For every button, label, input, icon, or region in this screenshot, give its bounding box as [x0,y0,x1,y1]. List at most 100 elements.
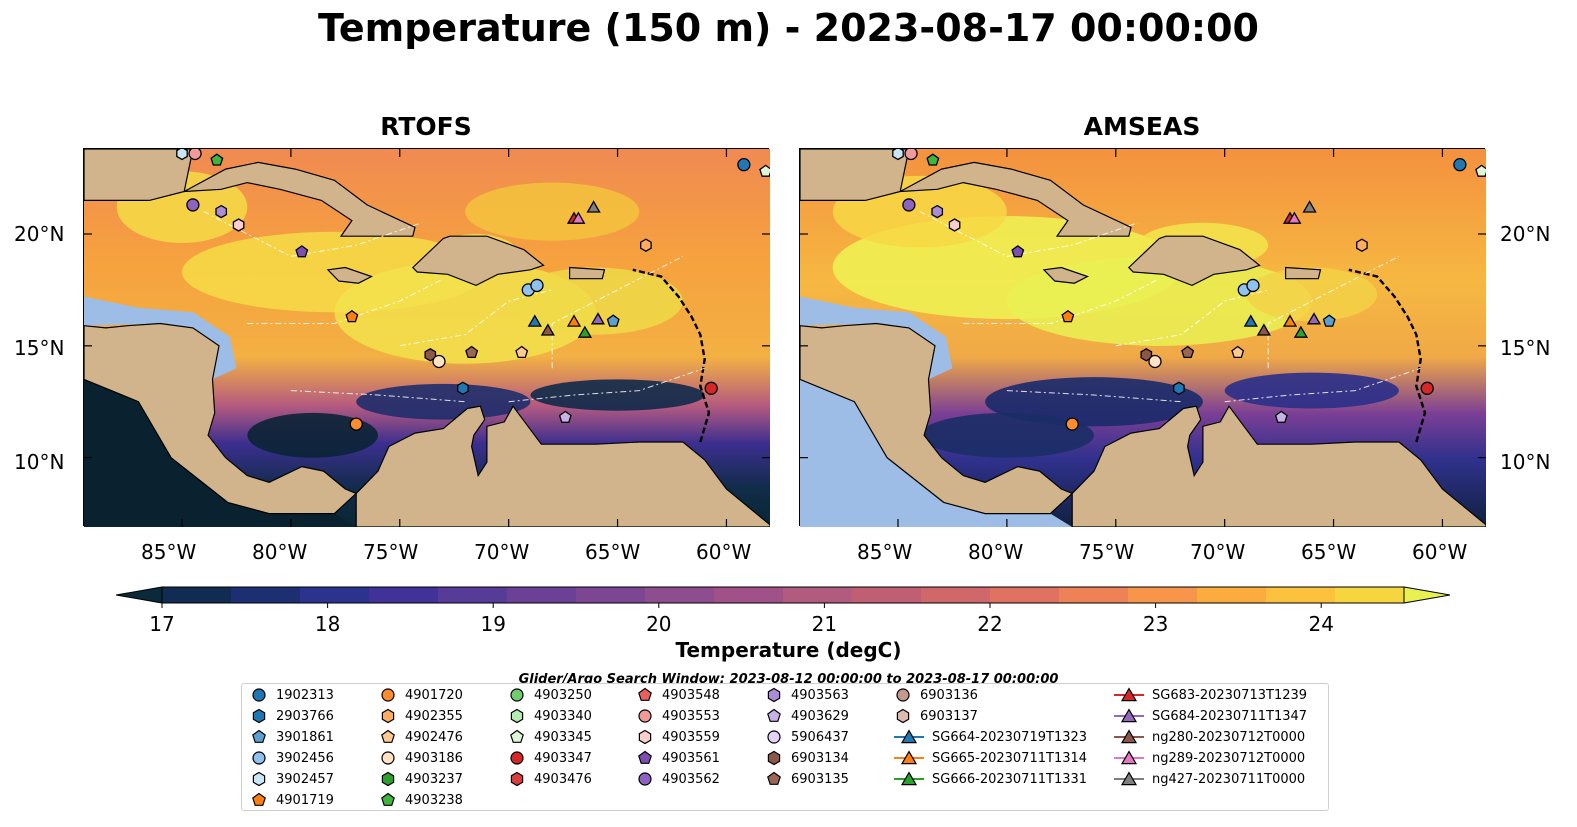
obs-marker-4903238 [926,153,940,166]
obs-marker-SG665-20230711T1314 [566,314,582,327]
legend-label: 6903135 [791,771,849,787]
legend-item-4903629: 4903629 [765,706,849,726]
obs-marker-4903559 [232,218,245,232]
colorbar-segment [783,587,853,603]
colorbar-segment [1266,587,1336,603]
obs-marker-2903766 [457,381,469,396]
obs-marker-4903347 [1420,381,1434,395]
colorbar-tick-label: 23 [1143,612,1168,636]
legend-item-4903561: 4903561 [636,748,720,768]
hexagon-marker-icon [767,750,781,766]
legend-label: 4903250 [534,687,592,703]
legend-label: ng280-20230712T0000 [1152,729,1306,745]
obs-marker-4901719 [345,309,359,323]
circle-marker-icon [510,751,524,765]
legend-item-4902355: 4902355 [379,706,463,726]
legend-label: 4903186 [405,750,463,766]
legend-label: 6903134 [791,750,849,766]
legend-label: 6903136 [920,687,978,703]
legend-item-3902457: 3902457 [250,769,334,789]
obs-marker-4903561 [295,245,309,258]
pentagon-marker-icon [510,729,524,743]
colorbar-tick-label: 21 [812,612,837,636]
legend-label: 2903766 [276,708,334,724]
map-panel-rtofs [83,148,770,527]
lat-tick-left-15: 15°N [14,336,65,360]
legend-item-3902456: 3902456 [250,748,334,768]
legend-label: 4903238 [405,792,463,808]
hexagon-marker-icon [252,771,266,787]
hexagon-marker-icon [638,729,652,745]
obs-marker-1902313 [1453,158,1467,172]
obs-marker-3902456 [530,278,544,293]
obs-marker-4902476 [515,345,529,359]
obs-marker-3902456 [1246,278,1260,293]
lon-tick-left-80: 80°W [252,540,308,564]
colorbar-segment [576,587,646,603]
pentagon-marker-icon [252,729,266,743]
legend-label: 3902457 [276,771,334,787]
obs-marker-ng289-20230712T0000 [571,211,586,224]
obs-marker-4903563 [215,204,228,219]
legend-label: 4901719 [276,792,334,808]
legend-label: 4903476 [534,771,592,787]
obs-marker-4903186 [1148,354,1162,369]
legend-item-SG665-20230711T1314: SG665-20230711T1314 [894,748,1087,768]
colorbar-tick-label: 24 [1308,612,1333,636]
obs-marker-4903562 [902,198,916,212]
hexagon-marker-icon [510,771,524,787]
triangle-line-marker-icon [894,771,924,786]
panel-title-amseas: AMSEAS [1083,112,1201,141]
legend-label: 4903562 [662,771,720,787]
legend-item-4903345: 4903345 [508,727,592,747]
legend-item-6903135: 6903135 [765,769,849,789]
obs-marker-4903345 [1475,164,1486,177]
legend-label: 4903561 [662,750,720,766]
colorbar-segment [231,587,301,603]
legend-item-4903238: 4903238 [379,790,463,810]
obs-marker-1902313 [737,158,751,172]
legend-item-ng289-20230712T0000: ng289-20230712T0000 [1114,748,1305,768]
panel-title-rtofs: RTOFS [380,112,472,141]
legend-item-6903136: 6903136 [894,685,978,705]
colorbar-tick-label: 22 [977,612,1002,636]
obs-marker-4901720 [1065,417,1079,431]
pentagon-marker-icon [252,792,266,806]
legend-item-6903134: 6903134 [765,748,849,768]
obs-marker-4901719 [1061,309,1075,323]
colorbar-segment [300,587,370,603]
obs-marker-4903238 [210,153,224,166]
obs-marker-3902457 [176,149,188,161]
colorbar-segment [369,587,439,603]
legend-label: SG683-20230713T1239 [1152,687,1308,703]
obs-marker-4903345 [759,164,770,177]
legend-item-4903476: 4903476 [508,769,592,789]
colorbar-segment [921,587,991,603]
legend-item-4903563: 4903563 [765,685,849,705]
legend-item-SG666-20230711T1331: SG666-20230711T1331 [894,769,1087,789]
obs-marker-ng427-20230711T0000 [586,200,601,213]
legend-item-6903137: 6903137 [894,706,978,726]
obs-marker-4903563 [931,204,944,219]
legend-item-5906437: 5906437 [765,727,849,747]
colorbar-tick-label: 20 [646,612,671,636]
colorbar-segment [852,587,922,603]
pentagon-marker-icon [381,729,395,743]
legend-item-4903186: 4903186 [379,748,463,768]
obs-marker-4903629 [1274,410,1288,423]
legend: 1902313 2903766 3901861 3902456 3902457 49017… [241,683,1329,811]
colorbar-segment [1197,587,1267,603]
legend-label: 4903563 [791,687,849,703]
obs-marker-ng280-20230712T0000 [1256,323,1271,336]
pentagon-marker-icon [767,708,781,722]
legend-item-3901861: 3901861 [250,727,334,747]
obs-marker-SG664-20230719T1323 [527,314,542,327]
map-canvas [84,149,770,527]
lon-tick-right-75: 75°W [1079,540,1135,564]
legend-item-4901719: 4901719 [250,790,334,810]
pentagon-marker-icon [638,687,652,701]
colorbar-segment [162,587,232,603]
hexagon-marker-icon [510,708,524,724]
obs-marker-ng427-20230711T0000 [1302,200,1317,213]
lon-tick-right-60: 60°W [1412,540,1468,564]
